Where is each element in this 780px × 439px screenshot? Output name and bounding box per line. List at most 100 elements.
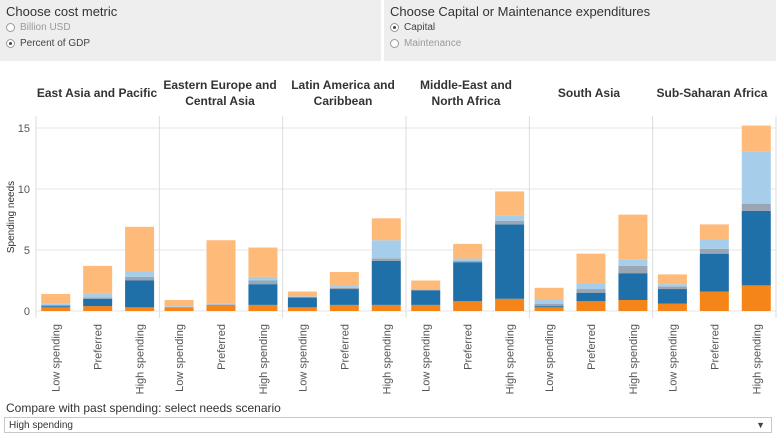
- radio-capital[interactable]: Capital: [390, 22, 435, 33]
- bar-segment: [618, 265, 648, 274]
- region-title-middle-east-north-africa: Middle-East and North Africa: [419, 78, 512, 108]
- x-tick-label: Low spending: [51, 324, 63, 392]
- bar-segment: [618, 300, 648, 311]
- bar-segment: [411, 280, 441, 290]
- x-tick-label: Preferred: [339, 324, 351, 370]
- bar-segment: [576, 282, 606, 290]
- bar-segment: [125, 276, 155, 281]
- bar-segment: [657, 286, 687, 290]
- bar-segment: [741, 285, 771, 311]
- bar-segment: [657, 274, 687, 285]
- bar-segment: [618, 214, 648, 260]
- bar-segment: [164, 300, 194, 307]
- bar-segment: [495, 298, 525, 311]
- bar-segment: [329, 289, 359, 305]
- bar-segment: [495, 224, 525, 299]
- region-title-sub-saharan-africa: Sub-Saharan Africa: [656, 86, 768, 100]
- bar-segment: [248, 304, 278, 311]
- bar-segment: [329, 287, 359, 290]
- radio-selected-icon: [390, 23, 399, 32]
- bar-segment: [495, 220, 525, 225]
- radio-billion-usd[interactable]: Billion USD: [6, 22, 71, 33]
- cost-metric-panel: Choose cost metric Billion USD Percent o…: [0, 0, 381, 61]
- bar-segment: [534, 287, 564, 301]
- bar-segment: [329, 304, 359, 311]
- bar-segment: [206, 240, 236, 304]
- bar-segment: [534, 307, 564, 311]
- bar-segment: [371, 260, 401, 305]
- radio-label-maintenance: Maintenance: [404, 38, 462, 49]
- bar-segment: [657, 303, 687, 311]
- x-tick-label: Preferred: [709, 324, 721, 370]
- bar-segment: [83, 298, 113, 307]
- bar-segment: [164, 306, 194, 307]
- bar-segment: [41, 303, 71, 305]
- x-tick-label: High spending: [258, 324, 270, 394]
- cost-metric-title: Choose cost metric: [6, 4, 118, 19]
- radio-circle-icon: [390, 39, 399, 48]
- x-tick-label: High spending: [751, 324, 763, 394]
- bar-segment: [699, 253, 729, 292]
- bar-segment: [248, 280, 278, 285]
- expenditure-type-title: Choose Capital or Maintenance expenditur…: [390, 4, 651, 19]
- bar-segment: [495, 191, 525, 216]
- bar-segment: [83, 265, 113, 294]
- x-tick-label: Low spending: [667, 324, 679, 392]
- needs-scenario-selected: High spending: [9, 419, 73, 431]
- bar-segment: [453, 301, 483, 311]
- bar-segment: [534, 303, 564, 307]
- bar-segment: [699, 248, 729, 254]
- bar-segment: [699, 239, 729, 249]
- y-tick-label: 0: [24, 306, 30, 318]
- bar-segment: [411, 290, 441, 305]
- bar-segment: [125, 280, 155, 308]
- bar-segment: [741, 203, 771, 211]
- radio-label-billion-usd: Billion USD: [20, 22, 71, 33]
- bar-segment: [83, 293, 113, 298]
- radio-label-percent-of-gdp: Percent of GDP: [20, 38, 91, 49]
- bar-segment: [741, 151, 771, 204]
- bar-segment: [576, 301, 606, 311]
- bar-segment: [248, 247, 278, 277]
- bar-segment: [371, 258, 401, 261]
- bar-segment: [576, 289, 606, 293]
- bar-segment: [125, 226, 155, 272]
- radio-percent-of-gdp[interactable]: Percent of GDP: [6, 38, 90, 49]
- bar-segment: [125, 271, 155, 277]
- bar-segment: [576, 253, 606, 283]
- bar-segment: [287, 307, 317, 311]
- bar-segment: [164, 306, 194, 308]
- bar-segment: [125, 307, 155, 311]
- compare-label: Compare with past spending: select needs…: [6, 401, 281, 415]
- bar-segment: [41, 293, 71, 304]
- radio-maintenance[interactable]: Maintenance: [390, 38, 461, 49]
- y-tick-label: 15: [18, 123, 30, 135]
- bar-segment: [287, 291, 317, 297]
- bar-segment: [248, 284, 278, 305]
- bar-segment: [453, 260, 483, 263]
- y-tick-label: 10: [18, 184, 30, 196]
- bar-segment: [657, 284, 687, 287]
- bar-segment: [206, 304, 236, 305]
- radio-selected-icon: [6, 39, 15, 48]
- bar-segment: [741, 125, 771, 152]
- bar-segment: [287, 296, 317, 297]
- bar-segment: [453, 262, 483, 302]
- x-tick-label: Preferred: [216, 324, 228, 370]
- bar-segment: [41, 306, 71, 308]
- x-tick-label: Low spending: [174, 324, 186, 392]
- x-tick-label: Preferred: [93, 324, 105, 370]
- bar-segment: [248, 276, 278, 281]
- bar-segment: [411, 304, 441, 311]
- region-title-eastern-europe-central-asia: Eastern Europe and Central Asia: [163, 78, 277, 108]
- bar-segment: [329, 285, 359, 288]
- radio-circle-icon: [6, 23, 15, 32]
- spending-needs-chart: 0 5 10 15 Spending needs Low spending Preferre…: [6, 116, 777, 394]
- needs-scenario-select[interactable]: High spending ▼: [4, 417, 772, 433]
- bar-segment: [411, 289, 441, 290]
- bar-segment: [618, 259, 648, 266]
- bar-segment: [287, 297, 317, 308]
- bar-segment: [534, 300, 564, 304]
- bar-segment: [206, 304, 236, 311]
- bar-segment: [371, 240, 401, 259]
